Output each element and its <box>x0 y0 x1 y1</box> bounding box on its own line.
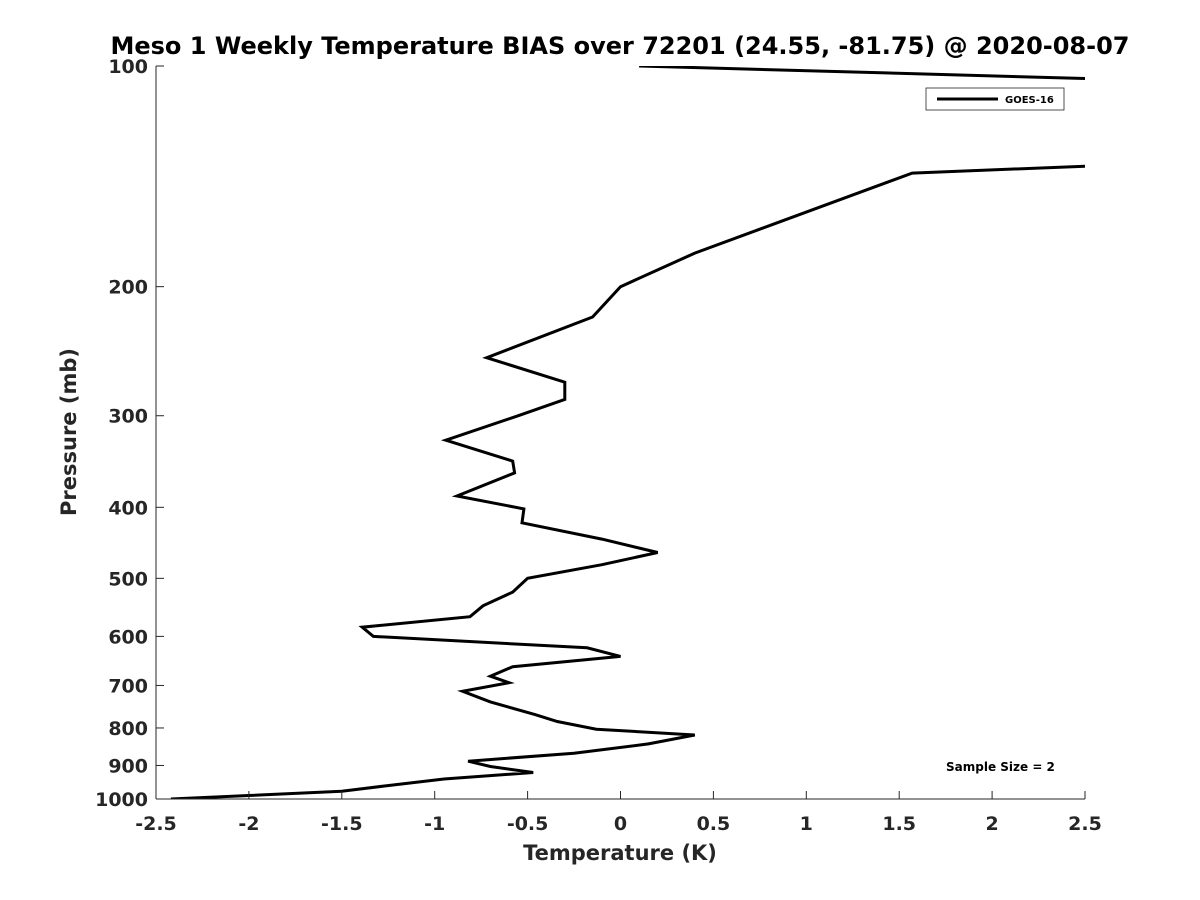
y-tick-label: 700 <box>108 675 148 697</box>
series-line-goes16-segment-0 <box>639 66 1085 80</box>
plot-area <box>156 66 1085 799</box>
y-tick-label: 800 <box>108 718 148 740</box>
legend: GOES-16 <box>925 87 1065 111</box>
y-tick-layer: 100 200 300 400 500 600 700 800 900 1000 <box>95 56 164 811</box>
x-tick-label: -1.5 <box>321 813 363 835</box>
x-tick-label: -2.5 <box>135 813 177 835</box>
x-tick-label: -2 <box>238 813 259 835</box>
sample-size-annotation: Sample Size = 2 <box>946 760 1055 774</box>
x-tick-label: -1 <box>424 813 445 835</box>
x-tick-label: 1 <box>800 813 813 835</box>
x-tick-label: 1.5 <box>882 813 916 835</box>
y-tick-label: 900 <box>108 755 148 777</box>
x-tick-label: -0.5 <box>507 813 549 835</box>
y-tick-label: 400 <box>108 497 148 519</box>
y-axis-label: Pressure (mb) <box>57 348 81 516</box>
x-tick-label: 0.5 <box>697 813 731 835</box>
y-tick-label: 500 <box>108 568 148 590</box>
x-tick-label: 2.5 <box>1068 813 1102 835</box>
x-tick-label: 2 <box>985 813 998 835</box>
x-tick-label: 0 <box>614 813 627 835</box>
series-layer <box>170 66 1085 799</box>
legend-label-goes16: GOES-16 <box>1005 95 1054 106</box>
series-line-goes16-segment-1 <box>170 164 1085 799</box>
y-tick-label: 100 <box>108 56 148 78</box>
y-tick-label: 200 <box>108 277 148 299</box>
y-tick-label: 600 <box>108 626 148 648</box>
chart-title: Meso 1 Weekly Temperature BIAS over 7220… <box>110 32 1129 60</box>
x-tick-layer: -2.5 -2 -1.5 -1 -0.5 0 0.5 1 1.5 2 2.5 <box>135 791 1102 835</box>
y-tick-label: 1000 <box>95 789 148 811</box>
x-axis-label: Temperature (K) <box>523 841 717 865</box>
y-tick-label: 300 <box>108 406 148 428</box>
